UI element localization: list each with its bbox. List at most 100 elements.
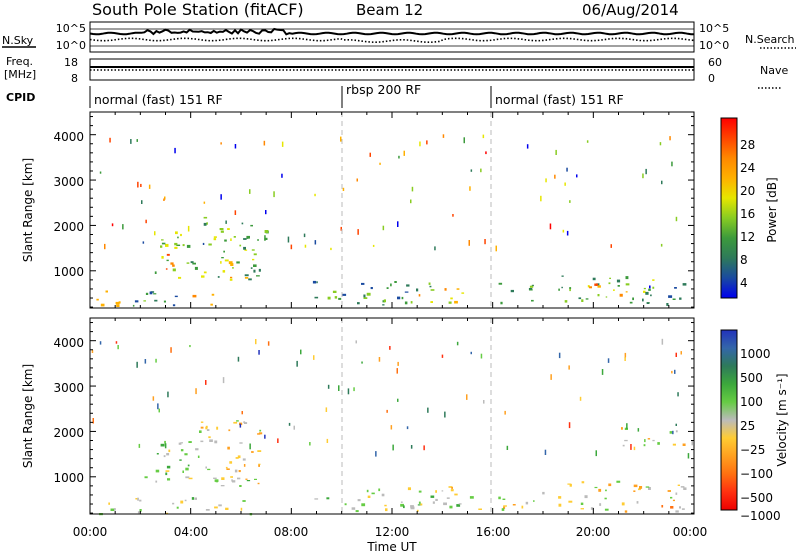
nsky-right-tick-bottom: 10^0 <box>699 39 729 52</box>
echo-cell <box>659 142 662 146</box>
echo-cell <box>175 231 178 235</box>
echo-cell <box>206 429 210 431</box>
velocity-colorbar: 1000 500 100 25 −25 −100 −500 −1000 Velo… <box>720 329 789 523</box>
echo-cell <box>180 442 183 444</box>
echo-cell <box>642 298 644 302</box>
echo-cell <box>396 368 398 374</box>
echo-cell <box>217 276 220 278</box>
echo-cell <box>239 485 242 487</box>
echo-cell <box>456 341 459 346</box>
echo-cell <box>644 439 646 443</box>
echo-cell <box>604 508 609 511</box>
power-ytick-2000: 2000 <box>53 220 84 234</box>
echo-cell <box>400 503 404 507</box>
echo-cell <box>249 189 251 194</box>
velocity-ytick-4000: 4000 <box>53 336 84 350</box>
echo-cell <box>249 443 251 450</box>
echo-cell <box>199 430 202 433</box>
echo-cell <box>316 281 318 284</box>
echo-cell <box>595 450 597 457</box>
cpid-segment-1: normal (fast) 151 RF <box>94 92 223 107</box>
echo-cell <box>235 457 239 459</box>
echo-cell <box>451 486 453 489</box>
echo-cell <box>227 446 230 450</box>
echo-cell <box>222 377 225 384</box>
echo-cell <box>397 221 399 227</box>
echo-cell <box>500 301 503 305</box>
echo-cell <box>176 506 179 509</box>
echo-cell <box>529 289 533 291</box>
echo-cell <box>203 216 208 219</box>
echo-cell <box>239 442 243 444</box>
echo-cell <box>254 478 257 480</box>
echo-cell <box>608 282 611 285</box>
echo-cell <box>264 434 266 439</box>
echo-cell <box>675 430 678 433</box>
echo-cell <box>619 293 623 297</box>
echo-cell <box>172 264 175 267</box>
echo-cell <box>257 239 259 241</box>
nsky-left-tick-bottom: 10^0 <box>56 39 86 52</box>
echo-cell <box>597 285 601 288</box>
echo-cell <box>558 503 562 507</box>
echo-cell <box>385 508 388 512</box>
echo-cell <box>246 237 249 239</box>
echo-cell <box>648 487 651 490</box>
echo-cell <box>404 301 408 305</box>
echo-cell <box>182 470 184 473</box>
echo-cell <box>674 287 677 289</box>
echo-cell <box>160 245 163 248</box>
echo-cell <box>325 407 328 412</box>
freq-label: Freq. <box>6 55 33 68</box>
echo-cell <box>132 304 135 307</box>
echo-cell <box>244 249 248 251</box>
echo-cell <box>506 445 509 450</box>
echo-cell <box>136 361 138 368</box>
echo-cell <box>610 244 612 248</box>
echo-cell <box>203 222 207 226</box>
echo-cell <box>237 356 240 362</box>
echo-cell <box>529 285 534 288</box>
echo-cell <box>229 278 233 281</box>
echo-cell <box>410 199 412 204</box>
echo-cell <box>116 304 120 307</box>
echo-cell <box>443 502 447 506</box>
echo-cell <box>130 139 132 144</box>
freq-right-tick-top: 60 <box>708 56 722 69</box>
echo-cell <box>361 282 365 285</box>
echo-cell <box>105 290 108 293</box>
echo-cell <box>258 464 260 467</box>
echo-cell <box>632 297 634 301</box>
echo-cell <box>142 241 145 244</box>
echo-cell <box>401 296 404 300</box>
echo-cell <box>566 230 569 236</box>
echo-cell <box>161 242 166 245</box>
echo-cell <box>237 455 241 459</box>
cpid-segment-2: rbsp 200 RF <box>346 82 421 97</box>
echo-cell <box>441 354 444 358</box>
cpid-label: CPID <box>6 91 35 104</box>
echo-cell <box>154 231 156 236</box>
echo-cell <box>569 483 572 487</box>
echo-cell <box>392 444 394 451</box>
echo-cell <box>161 239 164 241</box>
echo-cell <box>679 297 682 300</box>
nsky-panel: 10^5 10^0 10^5 10^0 N.Sky N.Search <box>2 21 796 53</box>
echo-cell <box>680 486 685 488</box>
echo-cell <box>630 444 632 450</box>
echo-cell <box>92 418 94 424</box>
echo-cell <box>177 236 179 239</box>
echo-cell <box>667 490 671 492</box>
echo-cell <box>213 236 217 238</box>
echo-cell <box>155 480 158 483</box>
vel-cbar-tick-neg25: −25 <box>740 443 765 457</box>
echo-cell <box>251 451 254 453</box>
echo-cell <box>290 244 293 250</box>
echo-cell <box>478 508 482 510</box>
echo-cell <box>528 288 533 291</box>
echo-cell <box>430 495 435 498</box>
echo-cell <box>503 506 506 509</box>
echo-cell <box>110 508 115 511</box>
echo-cell <box>242 500 246 502</box>
echo-cell <box>238 470 241 473</box>
